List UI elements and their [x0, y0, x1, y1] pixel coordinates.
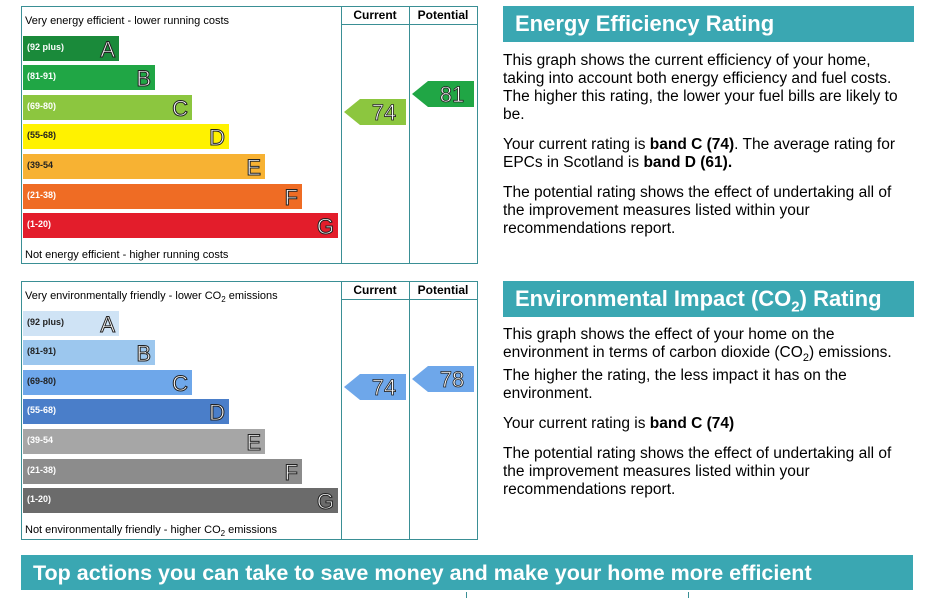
band-range: (1-20): [27, 219, 52, 229]
band-range: (81-91): [27, 71, 57, 81]
current-rating-paragraph: Your current rating is band C (74): [503, 415, 735, 433]
band-range: (39-54: [27, 160, 54, 170]
potential-column-header: Potential: [417, 8, 469, 22]
band-letter: E: [246, 155, 262, 181]
band-f: (21-38) F: [23, 184, 302, 211]
current-column-header: Current: [353, 8, 397, 22]
rating-value: 74: [371, 375, 397, 401]
table-divider: [688, 592, 689, 598]
top-actions-heading: Top actions you can take to save money a…: [21, 555, 913, 590]
energy-efficiency-description: This graph shows the current efficiency …: [503, 52, 915, 250]
band-c: (69-80) C: [23, 370, 192, 397]
band-letter: C: [172, 371, 189, 397]
column-divider: [409, 7, 410, 263]
table-divider: [466, 592, 467, 598]
band-letter: F: [284, 460, 298, 486]
environmental-impact-title: Environmental Impact (CO2) Rating: [503, 281, 914, 317]
band-letter: G: [316, 489, 334, 515]
band-range: (1-20): [27, 494, 52, 504]
band-g: (1-20) G: [23, 488, 338, 515]
band-letter: F: [284, 185, 298, 211]
band-b: (81-91) B: [23, 65, 155, 92]
current-rating-paragraph: Your current rating is band C (74). The …: [503, 136, 896, 171]
header-divider: [341, 24, 477, 25]
band-a: (92 plus) A: [23, 36, 119, 63]
column-divider: [409, 282, 410, 539]
potential-rating-arrow: 78: [412, 366, 474, 392]
environmental-impact-description: This graph shows the effect of your home…: [503, 326, 915, 511]
band-e: (39-54 E: [23, 154, 265, 181]
band-c: (69-80) C: [23, 95, 192, 122]
energy-efficiency-chart: Current Potential Very energy efficient …: [21, 6, 478, 264]
potential-rating-arrow: 81: [412, 81, 474, 107]
potential-column-header: Potential: [417, 283, 469, 297]
column-divider: [341, 7, 342, 263]
potential-rating-paragraph: The potential rating shows the effect of…: [503, 184, 892, 237]
band-letter: E: [246, 430, 262, 456]
band-letter: D: [209, 125, 226, 151]
band-range: (21-38): [27, 465, 57, 475]
rating-value: 81: [439, 82, 465, 108]
rating-value: 74: [371, 100, 397, 126]
band-range: (92 plus): [27, 317, 65, 327]
band-letter: B: [136, 341, 152, 367]
current-column-header: Current: [353, 283, 397, 297]
band-range: (55-68): [27, 405, 57, 415]
band-letter: C: [172, 96, 189, 122]
column-divider: [341, 282, 342, 539]
energy-efficiency-title: Energy Efficiency Rating: [503, 6, 914, 42]
band-letter: G: [316, 214, 334, 240]
current-rating-arrow: 74: [344, 374, 406, 400]
bottom-caption: Not energy efficient - higher running co…: [25, 249, 229, 261]
description-paragraph: This graph shows the effect of your home…: [503, 326, 892, 403]
band-g: (1-20) G: [23, 213, 338, 240]
band-e: (39-54 E: [23, 429, 265, 456]
band-letter: D: [209, 400, 226, 426]
band-range: (92 plus): [27, 42, 65, 52]
band-letter: B: [136, 66, 152, 92]
band-range: (69-80): [27, 376, 57, 386]
band-letter: A: [100, 37, 116, 63]
band-d: (55-68) D: [23, 124, 229, 151]
top-caption: Very energy efficient - lower running co…: [25, 15, 230, 27]
header-divider: [341, 299, 477, 300]
band-d: (55-68) D: [23, 399, 229, 426]
environmental-impact-chart: Current Potential Very environmentally f…: [21, 281, 478, 540]
current-rating-arrow: 74: [344, 99, 406, 125]
band-range: (81-91): [27, 346, 57, 356]
band-range: (21-38): [27, 190, 57, 200]
band-b: (81-91) B: [23, 340, 155, 367]
band-range: (39-54: [27, 435, 54, 445]
top-caption: Very environmentally friendly - lower CO…: [25, 290, 278, 305]
potential-rating-paragraph: The potential rating shows the effect of…: [503, 445, 892, 499]
band-range: (69-80): [27, 101, 57, 111]
band-letter: A: [100, 312, 116, 338]
bottom-caption: Not environmentally friendly - higher CO…: [25, 524, 278, 539]
band-range: (55-68): [27, 130, 57, 140]
rating-value: 78: [439, 367, 465, 393]
band-f: (21-38) F: [23, 459, 302, 486]
description-paragraph: This graph shows the current efficiency …: [503, 52, 898, 123]
band-a: (92 plus) A: [23, 311, 119, 338]
